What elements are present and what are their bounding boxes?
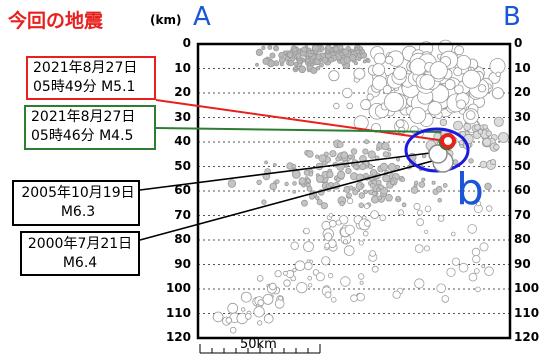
depth-tick-label-left: 10 [174,60,191,75]
callout-recent-date: 2021年8月27日 [31,109,136,125]
callout-leader-lines [139,99,447,241]
depth-tick-label-left: 120 [165,330,191,344]
plot-frame [196,42,512,340]
section-start-label: A [193,2,211,32]
depth-tick-label-left: 60 [174,183,191,197]
callout-2000-date: 2000年7月21日 [27,236,133,252]
depth-tick-label-left: 80 [174,232,191,246]
depth-tick-label-right: 0 [514,36,523,50]
depth-tick-label-right: 20 [514,85,531,99]
depth-tick-label-left: 70 [174,207,191,222]
depth-tick-label-right: 50 [514,158,531,173]
leader-recent [155,127,442,133]
depth-tick-label-left: 100 [165,281,191,295]
section-end-label: B [503,2,521,32]
leader-latest [155,99,447,142]
depth-tick-label-right: 80 [514,232,531,246]
depth-tick-label-right: 100 [514,281,540,295]
callout-latest-time-mag: 05時49分 M5.1 [33,79,136,95]
callout-latest-date: 2021年8月27日 [33,60,138,76]
depth-tick-label-left: 20 [174,85,191,99]
depth-tick-label-left: 30 [174,109,191,124]
depth-tick-label-right: 70 [514,207,531,222]
scale-bar [199,344,321,354]
depth-unit-label: (km) [150,13,182,27]
current-earthquake-title: 今回の地震 [8,10,104,32]
event-marker-2005 [428,144,448,164]
callout-2000-mag: M6.4 [62,255,98,271]
depth-tick-label-left: 110 [165,305,191,320]
callout-2005-mag: M6.3 [60,204,96,220]
depth-tick-label-right: 30 [514,109,531,124]
callout-recent-time-mag: 05時46分 M4.5 [31,128,134,144]
callout-2000-event: 2000年7月21日 M6.4 [20,231,140,276]
depth-tick-label-left: 40 [174,134,191,148]
event-marker-m51 [440,133,456,149]
scale-bar-label: 50km [240,337,277,352]
depth-tick-label-right: 10 [514,60,531,75]
depth-tick-label-right: 60 [514,183,531,197]
callout-2005-date: 2005年10月19日 [21,185,135,201]
region-b-label: b [456,164,484,215]
leader-2000 [139,159,437,241]
depth-tick-label-right: 90 [514,256,531,271]
depth-tick-label-left: 0 [182,36,191,50]
callout-2005-event: 2005年10月19日 M6.3 [12,180,140,226]
leader-2005 [139,152,431,191]
depth-tick-label-left: 50 [174,158,191,173]
depth-tick-label-right: 40 [514,134,531,148]
focus-region-ellipse [404,127,470,173]
depth-tick-label-right: 120 [514,330,540,344]
callout-latest-event: 2021年8月27日 05時49分 M5.1 [26,56,156,100]
callout-recent-event: 2021年8月27日 05時46分 M4.5 [24,105,156,150]
depth-tick-label-right: 110 [514,305,540,320]
depth-tick-label-left: 90 [174,256,191,271]
